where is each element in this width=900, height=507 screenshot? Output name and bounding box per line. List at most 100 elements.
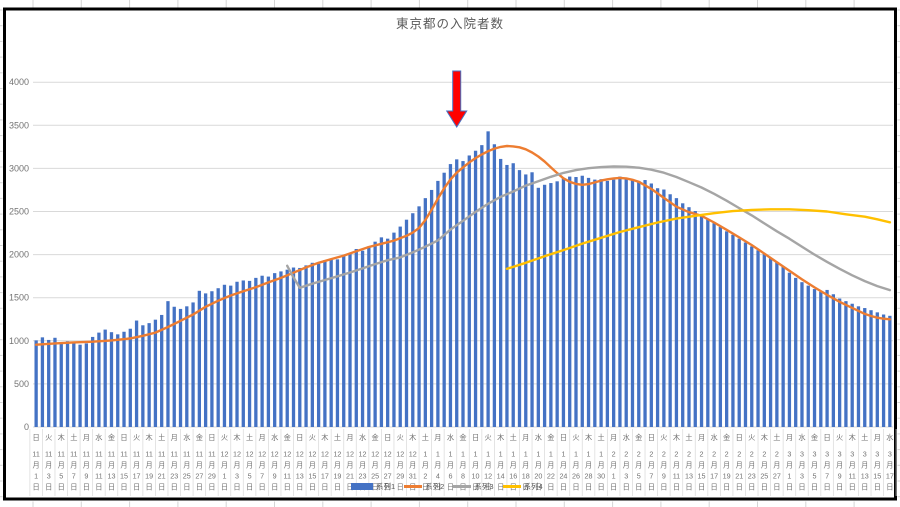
bar[interactable] — [637, 180, 641, 427]
bar[interactable] — [593, 179, 597, 427]
bar[interactable] — [662, 189, 666, 427]
bar[interactable] — [536, 187, 540, 427]
bar[interactable] — [775, 261, 779, 427]
bar[interactable] — [386, 238, 390, 427]
bar[interactable] — [480, 145, 484, 427]
bar[interactable] — [856, 306, 861, 427]
bar[interactable] — [844, 301, 848, 427]
bar[interactable] — [787, 272, 792, 427]
bar[interactable] — [888, 315, 892, 427]
bar[interactable] — [379, 237, 384, 427]
bar[interactable] — [247, 280, 252, 427]
bar[interactable] — [731, 234, 735, 427]
bar[interactable] — [279, 271, 283, 427]
bar[interactable] — [222, 284, 227, 427]
bar[interactable] — [260, 275, 264, 427]
bar[interactable] — [599, 179, 603, 427]
bar[interactable] — [499, 158, 503, 427]
bar[interactable] — [461, 161, 465, 427]
bar[interactable] — [674, 198, 679, 427]
bar[interactable] — [134, 320, 139, 427]
bar[interactable] — [436, 180, 440, 427]
bar[interactable] — [812, 289, 817, 427]
bar[interactable] — [605, 180, 610, 427]
bar[interactable] — [203, 293, 208, 427]
bar[interactable] — [687, 207, 691, 427]
bar[interactable] — [373, 241, 377, 427]
bar[interactable] — [166, 301, 170, 427]
bar[interactable] — [712, 223, 716, 427]
bar[interactable] — [423, 198, 427, 427]
bar[interactable] — [172, 306, 176, 427]
bar[interactable] — [153, 319, 158, 427]
bar[interactable] — [524, 174, 528, 427]
bar[interactable] — [693, 211, 697, 427]
bar[interactable] — [323, 260, 327, 427]
bar[interactable] — [668, 194, 672, 427]
bar[interactable] — [542, 184, 547, 427]
bar[interactable] — [505, 164, 509, 427]
bar[interactable] — [298, 267, 302, 427]
bar[interactable] — [392, 232, 396, 427]
bar[interactable] — [122, 331, 126, 427]
bar[interactable] — [850, 303, 854, 427]
bar[interactable] — [467, 155, 471, 427]
bar[interactable] — [210, 291, 214, 427]
bar[interactable] — [417, 206, 421, 427]
bar[interactable] — [65, 341, 70, 427]
bar[interactable] — [442, 172, 446, 427]
bar[interactable] — [429, 189, 434, 427]
bar[interactable] — [254, 277, 258, 427]
bar[interactable] — [310, 262, 314, 427]
bar[interactable] — [655, 188, 660, 427]
bar[interactable] — [411, 213, 415, 427]
bar[interactable] — [160, 314, 164, 427]
bar[interactable] — [178, 308, 183, 427]
bar[interactable] — [103, 329, 107, 427]
bar[interactable] — [404, 219, 409, 427]
bar[interactable] — [881, 314, 886, 427]
bar[interactable] — [128, 328, 132, 427]
bar[interactable] — [291, 267, 296, 427]
bar[interactable] — [241, 280, 245, 427]
bar[interactable] — [750, 246, 754, 427]
bar[interactable] — [831, 294, 836, 427]
down-arrow-annotation[interactable] — [445, 70, 468, 128]
bar[interactable] — [549, 183, 553, 427]
bar[interactable] — [473, 150, 478, 427]
bar[interactable] — [147, 323, 151, 427]
legend-item-series4[interactable]: 系列4 — [502, 481, 543, 492]
bar[interactable] — [706, 219, 710, 427]
bar[interactable] — [304, 265, 308, 427]
bar[interactable] — [737, 238, 741, 427]
bar[interactable] — [875, 312, 879, 427]
bar[interactable] — [781, 266, 785, 427]
bar[interactable] — [699, 214, 704, 427]
line-series-3[interactable] — [286, 165, 892, 292]
bar[interactable] — [109, 332, 114, 427]
bar[interactable] — [185, 306, 189, 427]
bar[interactable] — [724, 231, 729, 427]
bar[interactable] — [348, 253, 352, 427]
bar[interactable] — [335, 259, 340, 427]
bar[interactable] — [367, 246, 371, 427]
bar[interactable] — [492, 144, 497, 427]
bar[interactable] — [794, 277, 798, 427]
bar[interactable] — [561, 177, 566, 427]
bar[interactable] — [285, 269, 289, 427]
bar[interactable] — [618, 176, 622, 427]
bar[interactable] — [837, 298, 842, 427]
bar[interactable] — [191, 302, 195, 427]
bar[interactable] — [718, 227, 723, 427]
line-series-4[interactable] — [505, 208, 892, 270]
bar[interactable] — [768, 258, 773, 427]
bar[interactable] — [398, 226, 402, 427]
bar[interactable] — [580, 175, 584, 427]
bar[interactable] — [229, 285, 233, 427]
bar[interactable] — [530, 172, 534, 427]
bar[interactable] — [84, 343, 89, 427]
bar-series[interactable] — [34, 131, 892, 428]
bar[interactable] — [819, 291, 823, 427]
bar[interactable] — [141, 325, 145, 427]
